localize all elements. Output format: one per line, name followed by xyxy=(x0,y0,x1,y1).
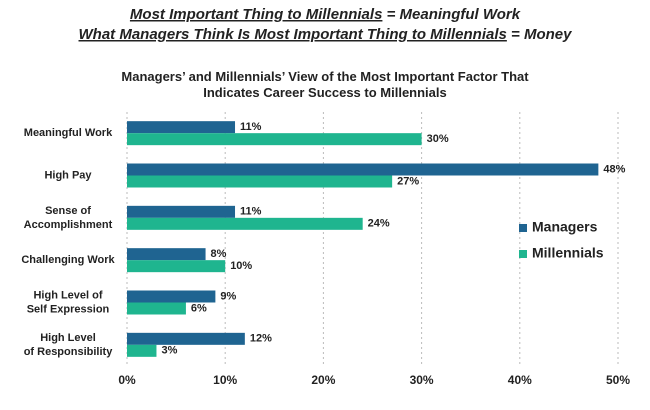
x-tick-label: 10% xyxy=(213,373,237,387)
y-tick-label: Meaningful Work xyxy=(24,127,113,139)
y-tick-label: High Pay xyxy=(44,169,92,181)
bar xyxy=(127,332,245,345)
bar xyxy=(127,344,157,357)
bar xyxy=(127,217,363,230)
value-label: 11% xyxy=(240,121,262,133)
value-label: 11% xyxy=(240,206,262,218)
bar xyxy=(127,260,226,273)
bar xyxy=(127,175,393,188)
headline: What Managers Think Is Most Important Th… xyxy=(79,26,573,43)
legend-label: Managers xyxy=(532,219,598,235)
headline-emphasis: What Managers Think Is Most Important Th… xyxy=(79,26,507,43)
headline-rest: = Meaningful Work xyxy=(382,6,520,23)
y-tick-label: High Level of Responsibility xyxy=(24,332,114,358)
y-tick-label: High Level of Self Expression xyxy=(27,289,110,315)
legend-swatch xyxy=(519,250,527,258)
x-tick-label: 50% xyxy=(606,373,630,387)
bar xyxy=(127,121,236,134)
bar xyxy=(127,290,216,303)
value-label: 27% xyxy=(397,175,419,187)
bar xyxy=(127,163,599,176)
bar xyxy=(127,302,186,315)
value-label: 9% xyxy=(220,290,236,302)
headline-rest: = Money xyxy=(507,26,572,43)
legend-swatch xyxy=(519,224,527,232)
bar xyxy=(127,133,422,146)
headline-emphasis: Most Important Thing to Millennials xyxy=(130,6,383,23)
value-label: 6% xyxy=(191,302,207,314)
value-label: 8% xyxy=(211,248,227,260)
x-tick-label: 40% xyxy=(508,373,532,387)
bar xyxy=(127,205,236,218)
headline: Most Important Thing to Millennials = Me… xyxy=(130,6,521,23)
value-label: 12% xyxy=(250,333,272,345)
value-label: 48% xyxy=(603,163,625,175)
bar xyxy=(127,248,206,261)
x-tick-label: 20% xyxy=(311,373,335,387)
chart-title: Managers’ and Millennials’ View of the M… xyxy=(121,69,529,100)
value-label: 3% xyxy=(161,345,177,357)
y-tick-label: Sense of Accomplishment xyxy=(24,205,113,231)
value-label: 24% xyxy=(368,218,390,230)
x-tick-label: 30% xyxy=(410,373,434,387)
x-tick-label: 0% xyxy=(118,373,136,387)
value-label: 10% xyxy=(230,260,252,272)
y-tick-label: Challenging Work xyxy=(21,254,115,266)
value-label: 30% xyxy=(427,133,449,145)
legend-label: Millennials xyxy=(532,245,604,261)
